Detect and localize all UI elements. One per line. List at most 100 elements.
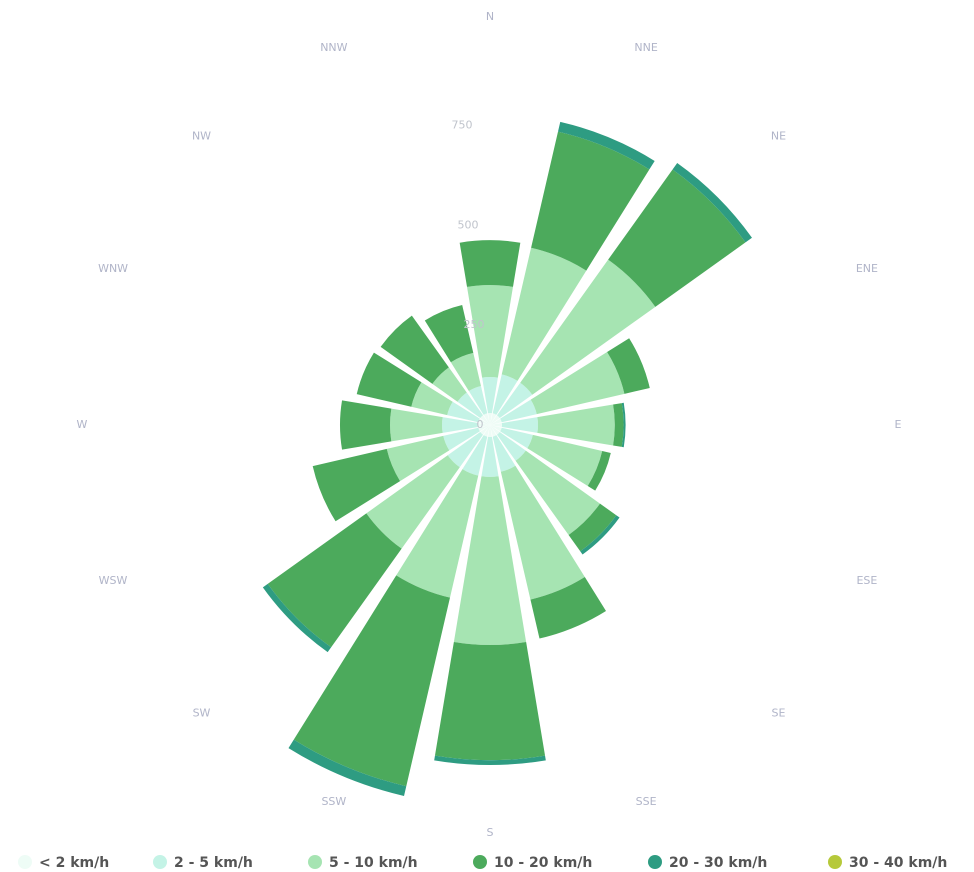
radial-tick-label: 0 (477, 418, 484, 431)
wind-segment (607, 338, 650, 394)
direction-label: NNW (320, 41, 347, 54)
wind-segment (459, 240, 521, 287)
wind-segment (490, 423, 503, 427)
legend-marker (648, 855, 662, 869)
wind-segment (515, 450, 600, 535)
wind-segment (527, 434, 603, 486)
legend-label: 20 - 30 km/h (669, 855, 767, 871)
wind-segment (411, 382, 453, 416)
direction-label: SE (772, 706, 786, 719)
wind-segment (432, 367, 467, 402)
wind-segment (558, 121, 655, 170)
wind-segment (434, 642, 546, 761)
direction-label: SW (193, 706, 211, 719)
legend-marker (153, 855, 167, 869)
radial-tick-label: 250 (464, 318, 485, 331)
legend-label: 30 - 40 km/h (849, 855, 947, 871)
wind-segment (366, 455, 460, 549)
wind-segment (480, 415, 490, 425)
wind-segment (442, 417, 479, 433)
wind-segment (490, 425, 497, 437)
wind-segment (480, 425, 490, 435)
wind-segment (500, 427, 533, 449)
direction-label: ENE (856, 262, 878, 275)
wind-segment (390, 408, 443, 442)
wind-segment (530, 577, 606, 639)
wind-segment (312, 448, 401, 522)
wind-segment (492, 435, 516, 472)
wind-segment (608, 169, 746, 307)
direction-label: N (486, 10, 494, 23)
wind-segment (500, 399, 537, 423)
wind-segment (483, 413, 490, 425)
wind-segment (424, 304, 474, 363)
wind-segment (483, 425, 490, 437)
direction-label: E (895, 418, 902, 431)
direction-label: WSW (99, 574, 128, 587)
wind-segment (434, 755, 546, 765)
direction-label: NW (192, 130, 211, 143)
wind-segment (478, 425, 490, 432)
wind-segment (356, 352, 422, 407)
wind-segment (501, 417, 538, 433)
wind-segment (488, 425, 492, 437)
direction-label: WNW (98, 262, 128, 275)
wind-segment (482, 377, 498, 414)
direction-label: ESE (856, 574, 877, 587)
wind-segment (340, 400, 392, 450)
wind-segment (500, 465, 585, 600)
wind-segment (450, 352, 481, 392)
wind-segment (672, 163, 752, 243)
wind-segment (587, 451, 611, 491)
direction-label: W (77, 418, 88, 431)
wind-segment (467, 285, 513, 378)
legend-label: 2 - 5 km/h (174, 855, 253, 871)
legend-label: 10 - 20 km/h (494, 855, 592, 871)
wind-segment (490, 413, 497, 425)
wind-segment (496, 382, 533, 419)
legend-marker (308, 855, 322, 869)
wind-segment (613, 403, 624, 447)
wind-segment (490, 418, 502, 425)
wind-segment (396, 469, 479, 598)
legend-marker (18, 855, 32, 869)
wind-segment (490, 425, 502, 432)
wind-segment (262, 583, 332, 653)
direction-label: NE (771, 130, 786, 143)
wind-segment (447, 431, 484, 468)
wind-segment (530, 351, 625, 415)
wind-segment (267, 513, 402, 648)
wind-segment (490, 415, 500, 425)
legend-marker (828, 855, 842, 869)
legend-label: 5 - 10 km/h (329, 855, 418, 871)
wind-segment (531, 131, 650, 271)
wind-segment (520, 259, 656, 395)
wind-segment (478, 418, 490, 425)
wind-segment (488, 412, 492, 425)
wind-segment (457, 392, 484, 419)
direction-label: SSW (321, 795, 346, 808)
wind-segment (453, 476, 527, 646)
wind-segment (386, 435, 450, 482)
wind-segment (580, 515, 620, 555)
wind-segment (468, 386, 488, 415)
wind-segment (568, 503, 617, 552)
wind-segment (443, 427, 480, 451)
wind-segment (481, 436, 499, 477)
wind-segment (501, 247, 587, 381)
wind-segment (288, 739, 407, 796)
wind-segment (490, 425, 500, 435)
legend-label: < 2 km/h (39, 855, 109, 871)
wind-segment (492, 374, 518, 415)
direction-label: SSE (636, 795, 657, 808)
wind-segment (462, 435, 488, 476)
wind-segment (496, 431, 526, 461)
legend-marker (473, 855, 487, 869)
radial-tick-label: 500 (458, 218, 479, 231)
wind-segment (477, 423, 490, 427)
wind-segment (621, 402, 626, 448)
direction-label: S (487, 826, 494, 839)
wind-segment (537, 404, 615, 446)
direction-label: NNE (634, 41, 657, 54)
